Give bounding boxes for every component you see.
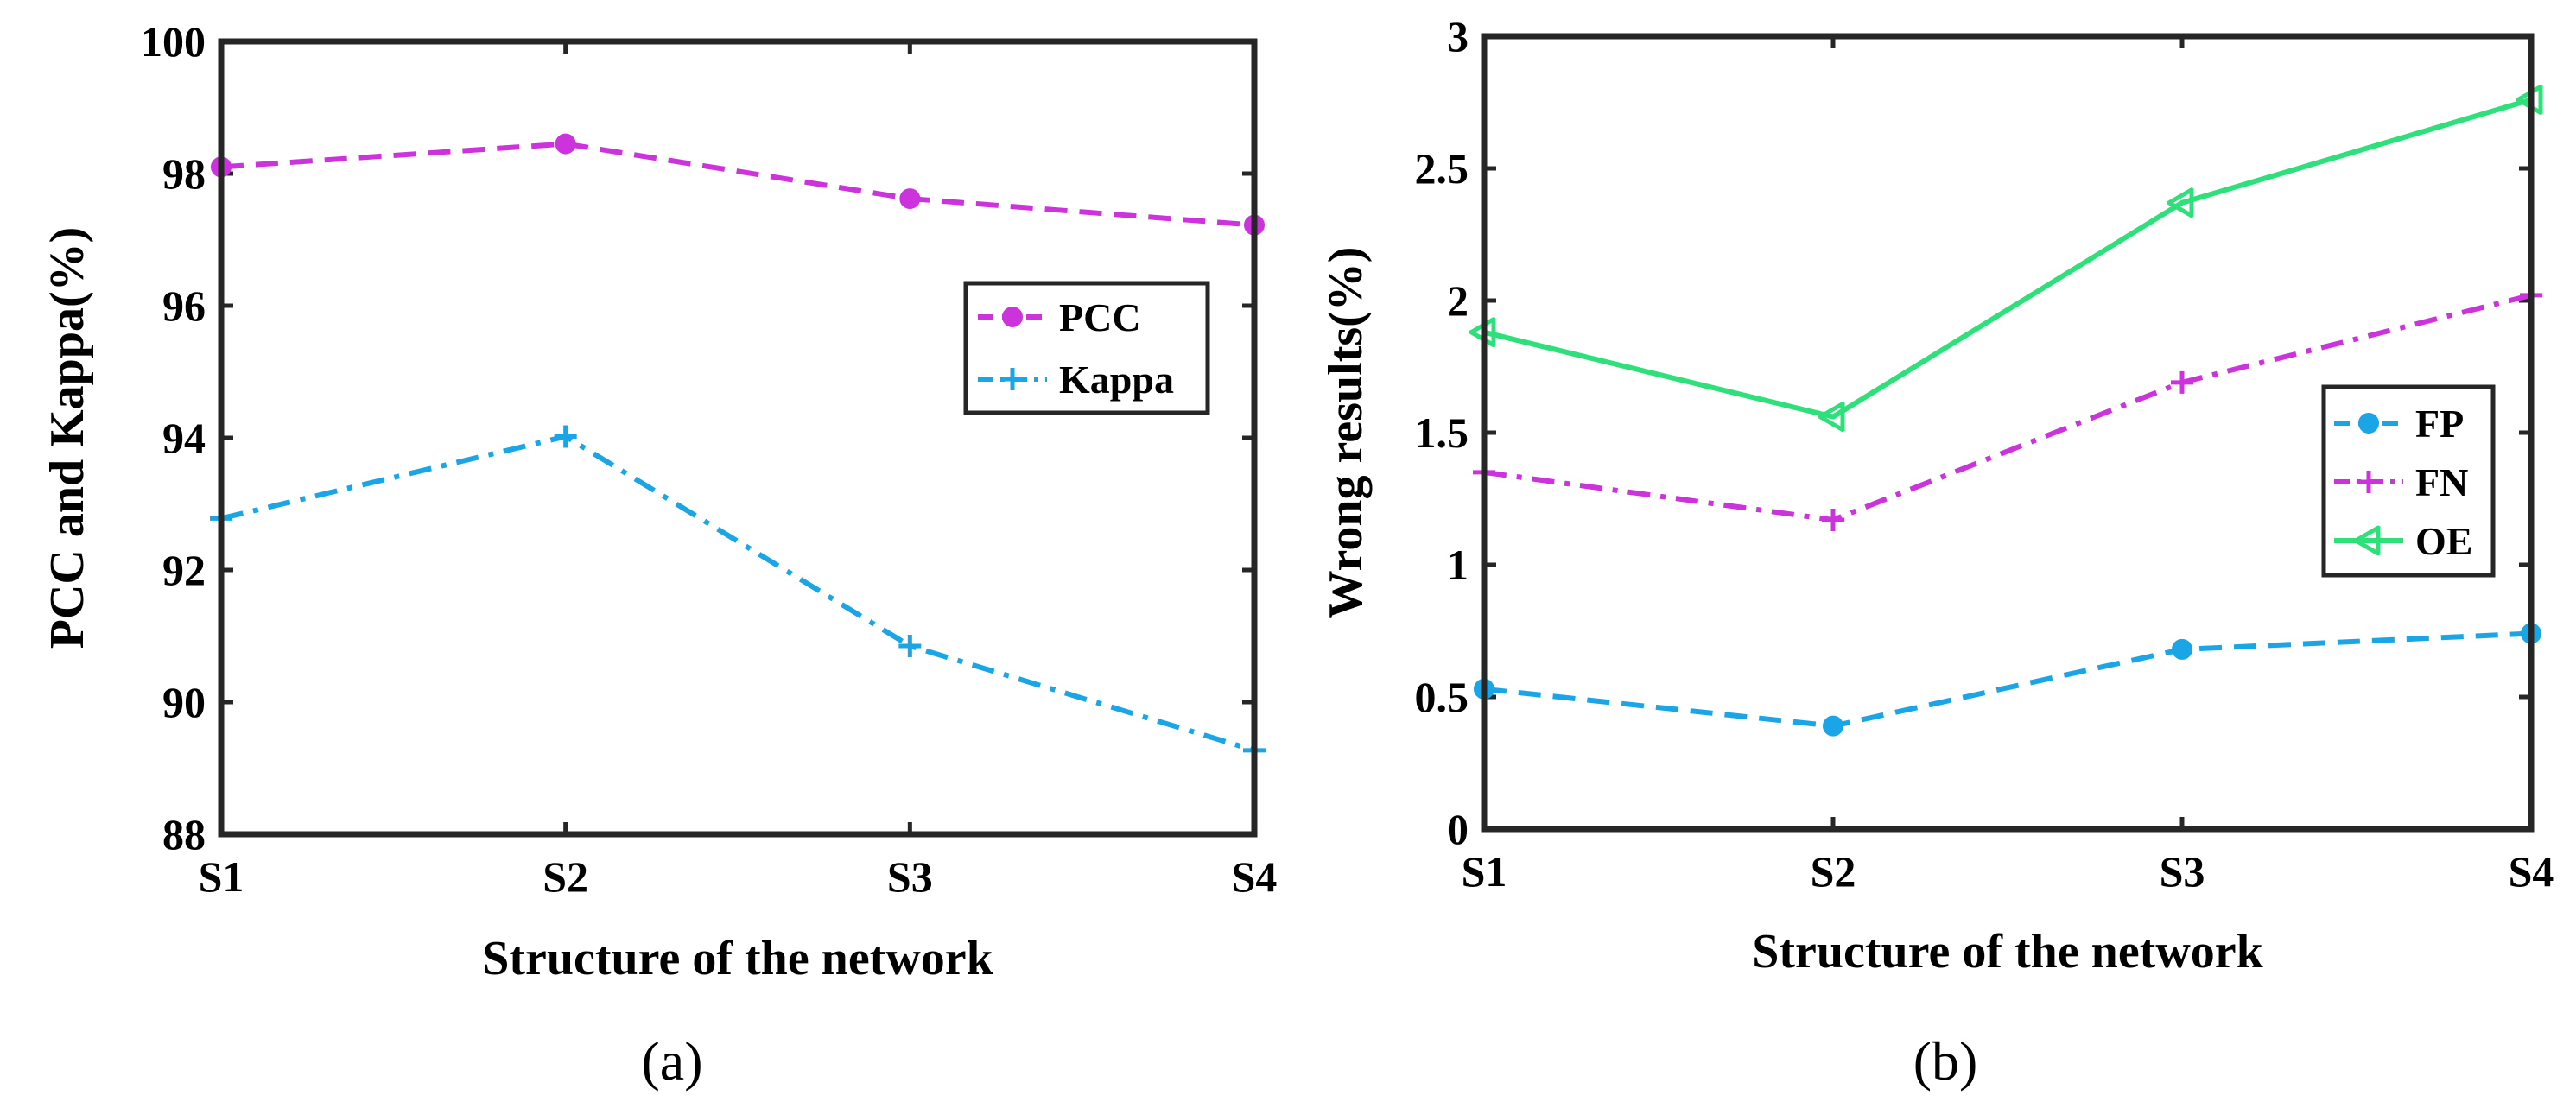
series-fp-point — [2172, 638, 2192, 660]
legend-fp-label: FP — [2415, 402, 2464, 446]
series-kappa-line — [220, 434, 1255, 753]
series-fn-point — [2171, 370, 2193, 394]
chart-b-series — [1469, 84, 2543, 737]
ytick-label: 100 — [141, 17, 206, 66]
chart-b: 0 0.5 1 1.5 2 2.5 3 S1 S2 S3 S4 Structure of the … — [1319, 12, 2554, 1092]
legend-oe-label: OE — [2415, 519, 2472, 563]
series-fn-line — [1483, 292, 2532, 522]
chart-a-series — [210, 133, 1266, 762]
ytick-label: 0 — [1447, 805, 1469, 853]
series-kappa-point — [898, 634, 922, 657]
xtick-label: S1 — [1462, 847, 1507, 896]
chart-a-legend: PCC Kappa — [963, 281, 1210, 415]
chart-a-caption: (a) — [641, 1030, 702, 1092]
legend-pcc-marker — [1002, 307, 1023, 327]
legend-kappa-marker — [1001, 368, 1024, 390]
series-pcc-point — [555, 133, 576, 155]
ytick-label: 92 — [162, 546, 206, 594]
ytick-label: 88 — [162, 810, 206, 858]
legend-kappa-label: Kappa — [1059, 358, 1174, 402]
legend-oe-marker — [2353, 525, 2381, 556]
series-pcc-point — [899, 188, 921, 210]
ytick-label: 94 — [162, 414, 206, 462]
series-oe-line — [1483, 97, 2532, 420]
chart-a: 88 90 92 94 96 98 100 S1 S2 S3 S4 Structure of th… — [41, 17, 1277, 1092]
series-fp-line — [1483, 630, 2532, 729]
legend-fn-marker — [2357, 471, 2380, 493]
ytick-label: 90 — [162, 678, 206, 726]
chart-b-ylabel: Wrong results(%) — [1319, 247, 1373, 619]
xtick-label: S2 — [1811, 847, 1856, 896]
xtick-label: S4 — [2509, 847, 2554, 896]
xtick-label: S3 — [2160, 847, 2205, 896]
xtick-label: S4 — [1232, 852, 1278, 901]
chart-a-plot-frame — [218, 38, 1258, 838]
chart-b-xticks: S1 S2 S3 S4 — [1462, 36, 2554, 896]
chart-b-plot-frame — [1481, 33, 2535, 833]
legend-fp-marker — [2358, 413, 2379, 434]
chart-b-xlabel: Structure of the network — [1752, 925, 2263, 978]
series-kappa-point — [554, 425, 577, 448]
chart-a-xticks: S1 S2 S3 S4 — [199, 41, 1278, 901]
ytick-label: 96 — [162, 282, 206, 330]
chart-a-yticks: 88 90 92 94 96 98 100 — [141, 17, 1254, 858]
ytick-label: 3 — [1447, 12, 1469, 60]
ytick-label: 98 — [162, 149, 206, 198]
ytick-label: 1 — [1447, 541, 1469, 589]
series-fn-point — [1822, 508, 1844, 531]
ytick-label: 2.5 — [1415, 144, 1469, 193]
series-pcc-line — [220, 141, 1255, 228]
ytick-label: 1.5 — [1415, 408, 1469, 457]
chart-b-caption: (b) — [1913, 1030, 1978, 1092]
legend-pcc-label: PCC — [1059, 295, 1141, 339]
chart-a-xlabel: Structure of the network — [482, 932, 993, 985]
xtick-label: S2 — [542, 852, 588, 901]
xtick-label: S3 — [887, 852, 933, 901]
series-oe-point — [2167, 187, 2194, 218]
chart-a-legend-box — [963, 281, 1210, 415]
chart-b-legend-box — [2321, 384, 2496, 578]
series-fp-point — [1823, 715, 1843, 737]
xtick-label: S1 — [199, 852, 244, 901]
chart-a-ylabel: PCC and Kappa(%) — [41, 227, 94, 649]
legend-fn-label: FN — [2415, 460, 2468, 504]
chart-b-legend: FP FN OE — [2321, 384, 2496, 578]
series-oe-point — [1818, 402, 1845, 433]
ytick-label: 0.5 — [1415, 673, 1469, 721]
ytick-label: 2 — [1447, 276, 1469, 325]
